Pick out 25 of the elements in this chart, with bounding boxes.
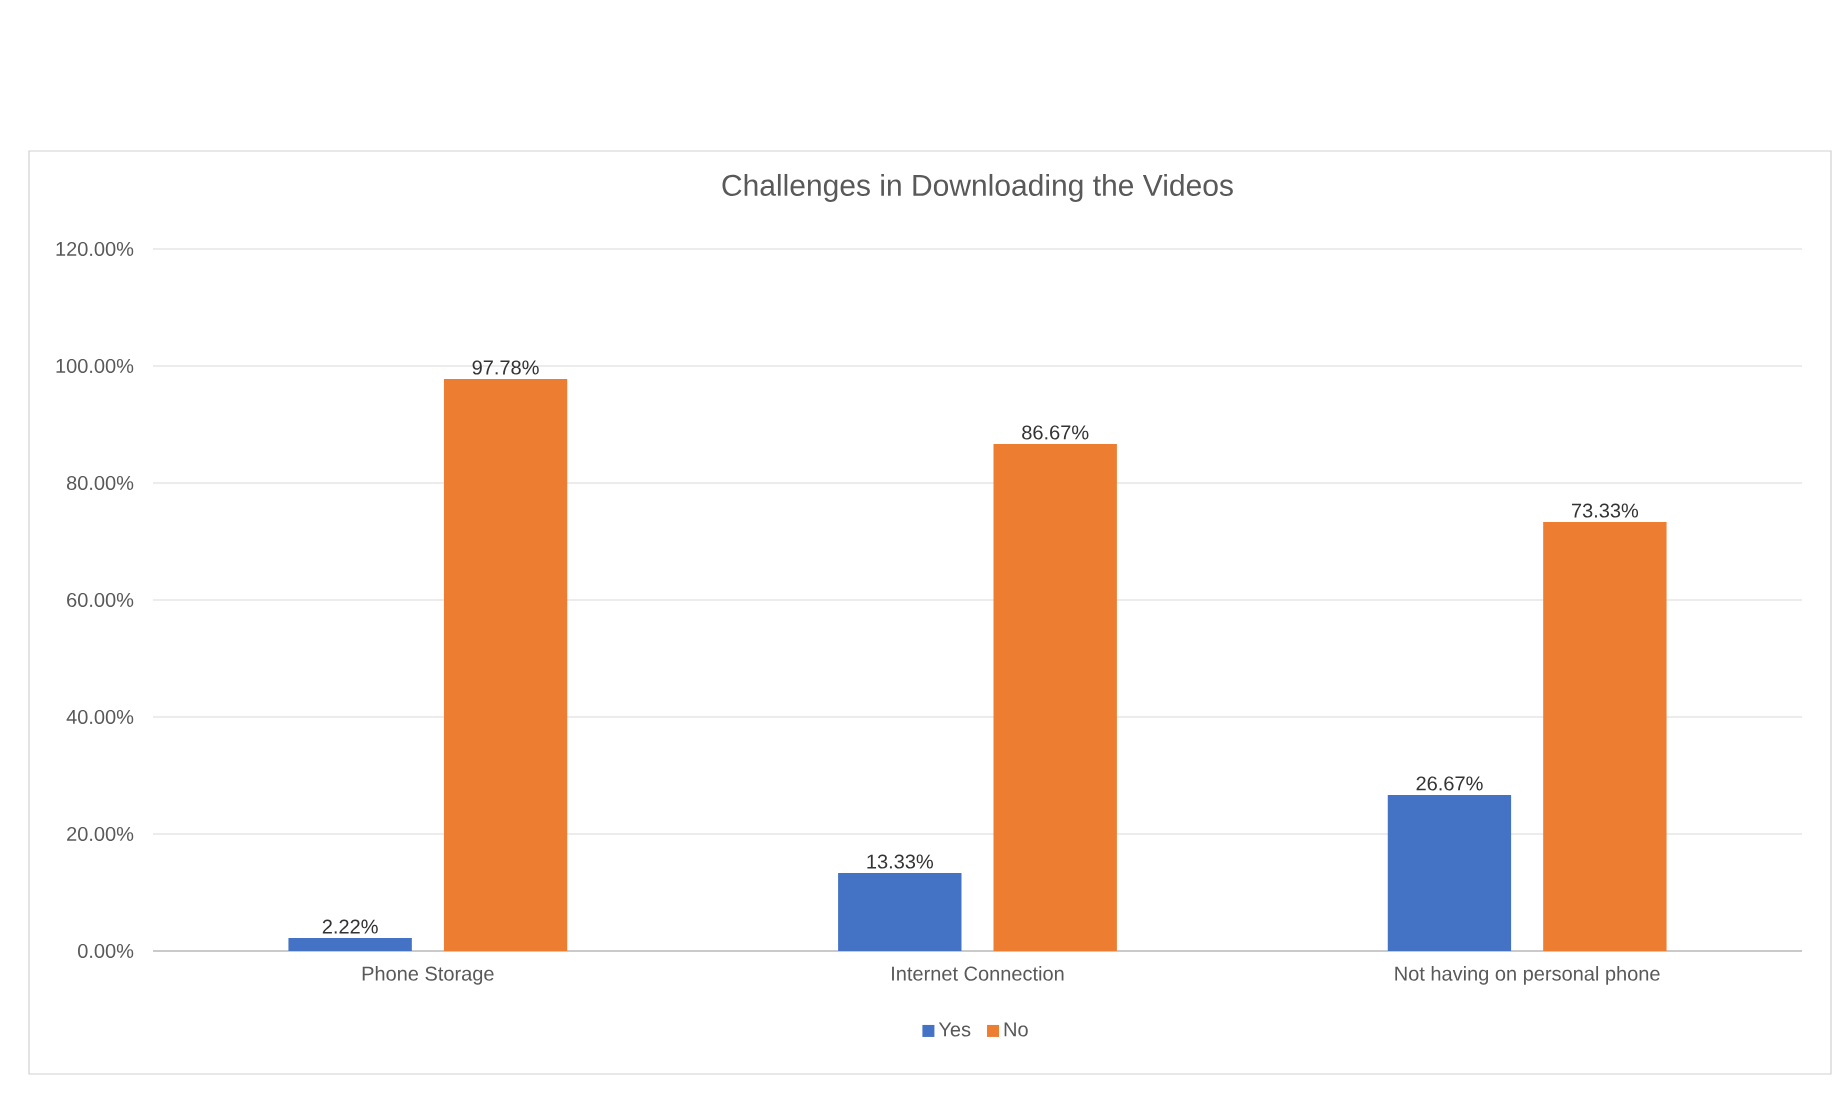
bar — [288, 937, 412, 951]
x-tick-label: Phone Storage — [362, 966, 494, 985]
bar — [443, 378, 568, 951]
legend-label: Yes — [938, 1022, 971, 1037]
legend-label: No — [1004, 1022, 1028, 1037]
bar — [993, 443, 1117, 951]
x-tick-label: Not having on personal phone — [1395, 966, 1660, 985]
data-label: 26.67% — [1416, 776, 1483, 791]
y-tick-label: 20.00% — [67, 826, 134, 842]
bar — [1387, 794, 1512, 951]
data-label: 13.33% — [867, 854, 934, 869]
data-label: 73.33% — [1571, 503, 1639, 518]
y-tick-label: 120.00% — [56, 241, 134, 257]
y-tick-label: 40.00% — [66, 709, 134, 725]
y-tick-label: 60.00% — [67, 592, 134, 608]
y-tick-label: 100.00% — [56, 358, 134, 374]
y-tick-label: 0.00% — [78, 943, 134, 959]
bar — [1543, 522, 1667, 951]
bar — [838, 873, 962, 951]
x-tick-label: Internet Connection — [892, 966, 1064, 981]
data-label: 86.67% — [1022, 425, 1089, 440]
chart-title: Challenges in Downloading the Videos — [722, 173, 1233, 202]
data-label: 2.22% — [322, 919, 378, 934]
data-label: 97.78% — [472, 360, 539, 375]
y-tick-label: 80.00% — [66, 475, 134, 491]
